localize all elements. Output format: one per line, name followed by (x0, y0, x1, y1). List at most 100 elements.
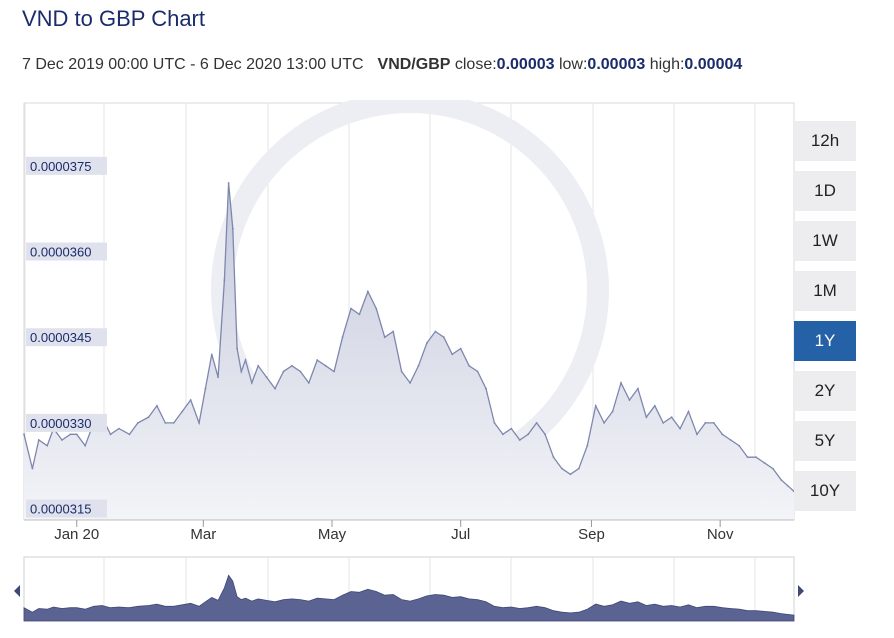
y-tick-label: 0.0000315 (30, 502, 91, 517)
navigator-chart[interactable] (0, 555, 894, 625)
y-tick-label-bg (26, 242, 107, 261)
data-point (181, 410, 184, 413)
y-tick-label-bg (26, 499, 107, 518)
data-point (738, 444, 741, 447)
data-point (299, 370, 302, 373)
data-point (594, 404, 597, 407)
range-button-1y[interactable]: 1Y (794, 321, 856, 361)
data-point (23, 433, 25, 436)
data-point (210, 353, 213, 356)
range-button-12h[interactable]: 12h (794, 121, 856, 161)
data-point (696, 433, 698, 436)
x-tick-label: Jan 20 (54, 526, 99, 543)
data-point (729, 439, 732, 441)
high-value: 0.00004 (684, 56, 743, 73)
data-point (645, 416, 648, 419)
high-label: high: (649, 56, 685, 73)
data-point (316, 359, 319, 361)
x-tick-label: Jul (451, 526, 470, 543)
data-point (333, 370, 336, 373)
data-point (217, 376, 219, 379)
range-button-2y[interactable]: 2Y (794, 371, 856, 411)
data-point (75, 433, 78, 436)
data-point (603, 421, 606, 424)
data-point (189, 399, 192, 401)
range-button-1w[interactable]: 1W (794, 221, 856, 261)
data-point (451, 353, 454, 356)
data-point (712, 421, 715, 424)
data-point (109, 433, 112, 436)
data-point (670, 416, 673, 419)
currency-pair: VND/GBP (377, 56, 451, 73)
data-point (366, 290, 369, 293)
data-point (37, 439, 40, 441)
data-point (636, 387, 639, 390)
range-selector: 12h 1D 1W 1M 1Y 2Y 5Y 10Y (794, 121, 856, 521)
data-point (772, 467, 774, 470)
data-point (265, 376, 268, 379)
data-point (231, 227, 234, 230)
data-point (577, 467, 580, 470)
data-point (501, 433, 504, 436)
data-point (147, 416, 150, 419)
data-point (746, 456, 749, 459)
data-point (535, 421, 538, 424)
data-point (763, 461, 766, 464)
data-point (586, 444, 589, 447)
data-point (611, 410, 614, 413)
data-point (69, 433, 72, 436)
y-tick-label: 0.0000330 (30, 416, 91, 431)
navigator-series-area (23, 574, 795, 622)
data-point (324, 364, 327, 367)
data-point (679, 427, 681, 430)
range-button-5y[interactable]: 5Y (794, 421, 856, 461)
data-point (400, 370, 403, 373)
data-point (61, 439, 63, 441)
data-point (620, 382, 622, 384)
data-point (358, 313, 361, 316)
data-point (164, 421, 167, 424)
data-point (417, 364, 420, 367)
data-point (409, 382, 411, 384)
y-tick-label: 0.0000360 (30, 245, 91, 260)
navigator-left-handle-icon[interactable] (14, 585, 20, 597)
y-tick-label-bg (26, 413, 107, 432)
data-point (137, 421, 139, 424)
chart-title: VND to GBP Chart (22, 6, 205, 31)
data-point (493, 421, 496, 424)
data-point (755, 456, 757, 459)
data-point (392, 330, 395, 333)
y-tick-label-bg (26, 156, 107, 175)
data-point (236, 347, 238, 350)
data-point (172, 421, 175, 424)
low-label: low: (558, 56, 588, 73)
data-point (468, 364, 471, 367)
data-point (628, 399, 631, 401)
close-value: 0.00003 (496, 56, 555, 73)
data-point (31, 467, 34, 470)
range-button-1m[interactable]: 1M (794, 271, 856, 311)
data-point (250, 382, 253, 384)
data-point (257, 364, 260, 367)
data-point (426, 342, 428, 344)
data-point (434, 330, 437, 333)
date-range: 7 Dec 2019 00:00 UTC - 6 Dec 2020 13:00 … (22, 56, 364, 73)
main-chart[interactable]: 0.0000315 0.0000330 0.0000345 0.0000360 0.00… (0, 100, 894, 550)
data-point (687, 410, 690, 413)
data-point (383, 336, 386, 339)
data-point (786, 484, 789, 487)
data-point (223, 279, 226, 281)
data-point (274, 387, 276, 390)
navigator-right-handle-icon[interactable] (798, 585, 804, 597)
data-point (46, 444, 49, 447)
data-point (341, 336, 344, 339)
range-button-1d[interactable]: 1D (794, 171, 856, 211)
range-button-10y[interactable]: 10Y (794, 471, 856, 511)
data-point (721, 433, 724, 436)
x-tick-label: May (318, 526, 347, 543)
x-tick-label: Mar (190, 526, 216, 543)
y-tick-label: 0.0000375 (30, 159, 91, 174)
data-point (527, 433, 530, 436)
x-tick-label: Sep (578, 526, 605, 543)
series-area (24, 183, 794, 520)
